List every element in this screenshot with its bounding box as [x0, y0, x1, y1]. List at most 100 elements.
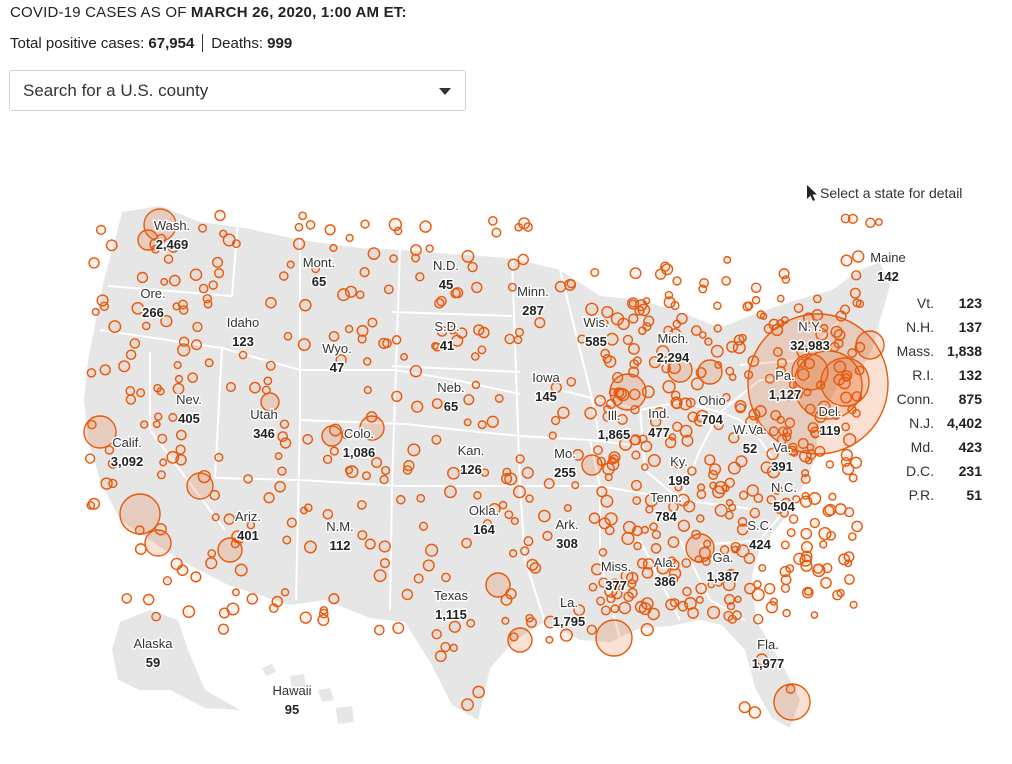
case-bubble[interactable] — [172, 302, 181, 311]
case-bubble[interactable] — [189, 268, 203, 281]
case-bubble[interactable] — [363, 385, 372, 395]
case-bubble[interactable] — [345, 233, 354, 243]
case-bubble[interactable] — [726, 340, 739, 353]
case-bubble[interactable] — [750, 282, 762, 294]
case-bubble[interactable] — [277, 466, 287, 476]
case-bubble[interactable] — [356, 500, 367, 510]
case-bubble[interactable] — [788, 380, 798, 389]
case-bubble[interactable] — [507, 282, 517, 292]
case-bubble[interactable] — [690, 377, 704, 391]
case-bubble[interactable] — [812, 294, 822, 304]
case-bubble[interactable] — [844, 574, 855, 585]
case-bubble[interactable] — [198, 283, 209, 294]
case-bubble[interactable] — [734, 595, 742, 604]
case-bubble[interactable] — [848, 532, 857, 541]
case-bubble[interactable] — [588, 582, 598, 592]
case-bubble[interactable] — [672, 421, 683, 432]
case-bubble[interactable] — [760, 461, 773, 474]
case-bubble[interactable] — [590, 267, 600, 277]
case-bubble[interactable] — [628, 313, 639, 324]
case-bubble[interactable] — [742, 301, 753, 312]
case-bubble[interactable] — [235, 534, 245, 545]
case-bubble[interactable] — [125, 349, 137, 361]
case-bubble[interactable] — [600, 319, 609, 328]
case-bubble[interactable] — [356, 324, 369, 337]
case-bubble[interactable] — [548, 431, 557, 440]
state-name-label[interactable]: Maine — [869, 249, 907, 267]
case-bubble[interactable] — [835, 310, 847, 322]
case-bubble[interactable] — [178, 305, 189, 315]
case-bubble[interactable] — [703, 539, 712, 548]
case-bubble[interactable] — [670, 300, 680, 311]
hawaii-shape[interactable] — [262, 664, 354, 724]
case-bubble[interactable] — [96, 294, 109, 307]
case-bubble[interactable] — [87, 419, 97, 430]
case-bubble[interactable] — [95, 224, 107, 236]
case-bubble[interactable] — [631, 450, 641, 460]
case-bubble[interactable] — [828, 492, 837, 501]
case-bubble[interactable] — [641, 597, 654, 610]
case-bubble[interactable] — [636, 558, 648, 569]
case-bubble[interactable] — [395, 494, 406, 505]
case-bubble[interactable] — [643, 315, 655, 327]
case-bubble[interactable] — [602, 462, 615, 476]
case-bubble[interactable] — [217, 537, 243, 563]
case-bubble[interactable] — [695, 582, 707, 595]
case-bubble[interactable] — [125, 386, 136, 396]
case-bubble[interactable] — [874, 218, 883, 227]
case-bubble[interactable] — [719, 545, 730, 555]
case-bubble[interactable] — [542, 530, 553, 541]
case-bubble[interactable] — [662, 380, 676, 394]
case-bubble[interactable] — [440, 641, 451, 653]
case-bubble[interactable] — [419, 220, 432, 233]
state-name-label[interactable]: Ohio — [697, 392, 727, 410]
case-bubble[interactable] — [328, 423, 342, 437]
case-bubble[interactable] — [328, 330, 340, 342]
case-bubble[interactable] — [265, 360, 276, 371]
case-bubble[interactable] — [463, 418, 472, 427]
case-bubble[interactable] — [772, 347, 783, 357]
state-name-label[interactable]: N.Y. — [797, 318, 824, 336]
case-bubble[interactable] — [274, 480, 286, 493]
case-bubble[interactable] — [550, 381, 562, 394]
case-bubble[interactable] — [695, 409, 709, 423]
case-bubble[interactable] — [341, 428, 352, 440]
case-bubble[interactable] — [695, 595, 704, 604]
alaska-shape[interactable] — [112, 610, 240, 710]
case-bubble[interactable] — [160, 277, 169, 286]
case-bubble[interactable] — [661, 363, 671, 374]
case-bubble[interactable] — [91, 307, 100, 316]
case-bubble[interactable] — [401, 588, 414, 601]
case-bubble[interactable] — [571, 449, 584, 461]
case-bubble[interactable] — [604, 584, 618, 598]
case-bubble[interactable] — [543, 615, 557, 629]
case-bubble[interactable] — [648, 356, 661, 369]
state-name-label[interactable]: W.Va. — [732, 421, 769, 439]
case-bubble[interactable] — [852, 250, 865, 263]
case-bubble[interactable] — [843, 433, 857, 447]
northeast-row[interactable]: Mass. 1,838 — [880, 343, 990, 363]
case-bubble[interactable] — [598, 548, 608, 557]
case-bubble[interactable] — [418, 521, 429, 531]
state-name-label[interactable]: Ill. — [606, 407, 622, 425]
case-bubble[interactable] — [847, 213, 858, 224]
case-bubble[interactable] — [752, 427, 761, 436]
case-bubble[interactable] — [632, 356, 642, 366]
case-bubble[interactable] — [596, 486, 608, 498]
case-bubble[interactable] — [744, 415, 758, 429]
case-bubble[interactable] — [800, 473, 811, 485]
case-bubble[interactable] — [764, 582, 776, 595]
case-bubble[interactable] — [722, 392, 731, 402]
case-bubble[interactable] — [796, 358, 807, 368]
case-bubble[interactable] — [668, 433, 677, 441]
northeast-row[interactable]: R.I. 132 — [880, 367, 990, 387]
case-bubble[interactable] — [721, 276, 732, 286]
case-bubble[interactable] — [840, 391, 853, 404]
case-bubble[interactable] — [622, 334, 634, 346]
state-name-label[interactable]: Ark. — [554, 516, 580, 534]
case-bubble[interactable] — [83, 415, 117, 449]
case-bubble[interactable] — [359, 266, 370, 278]
case-bubble[interactable] — [471, 380, 481, 390]
case-bubble[interactable] — [630, 479, 642, 491]
case-bubble[interactable] — [771, 484, 783, 495]
